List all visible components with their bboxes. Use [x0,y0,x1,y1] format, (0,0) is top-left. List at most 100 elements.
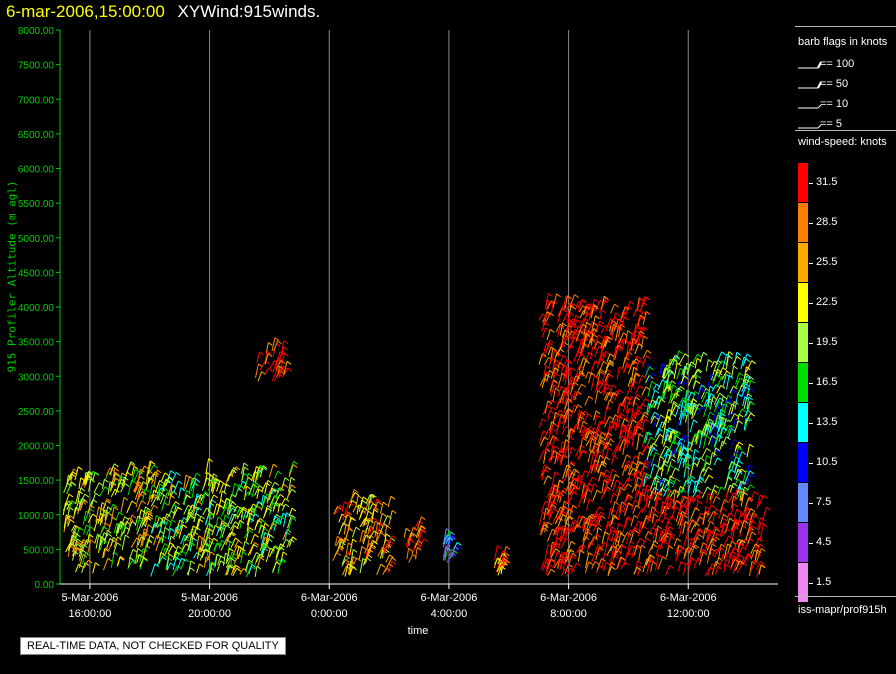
wind-barb-flag [644,296,650,301]
wind-barb [256,351,260,364]
wind-barb-flag [612,468,617,473]
wind-barb [213,553,218,568]
wind-barb [261,545,267,558]
wind-barb [631,483,637,493]
wind-barb [596,432,603,446]
wind-barb [250,534,256,545]
wind-barb-flag [238,484,244,489]
wind-barb [376,523,382,537]
wind-barb-flag [596,489,602,494]
wind-barb-flag [634,425,640,430]
wind-barb [275,488,279,500]
wind-barb-flag [228,565,233,569]
wind-barb-flag [562,556,568,560]
wind-barb [63,517,68,533]
wind-barb-flag [741,408,747,413]
wind-barb [69,531,75,546]
wind-barb-flag [740,512,746,516]
wind-barb-flag [720,486,726,491]
wind-barb-flag [90,526,95,530]
wind-barb-flag [639,333,644,338]
wind-barb-flag [277,470,283,475]
wind-barb [690,507,696,520]
wind-barb-flag [607,537,613,542]
wind-barb-flag [702,351,708,356]
wind-barb-flag [653,491,659,496]
wind-barb [643,484,648,502]
wind-barb-flag [597,523,602,527]
wind-barb-flag [263,547,268,551]
wind-barb [742,470,747,484]
wind-barb-series [538,293,653,515]
wind-barb-flag [663,537,668,542]
wind-barb [702,527,706,540]
wind-barb-flag [590,513,596,518]
wind-barb-flag [653,463,659,468]
wind-barb [136,519,140,531]
wind-barb [622,496,629,507]
wind-barb-flag [543,560,549,565]
wind-barb-flag [176,531,181,535]
wind-barb [544,400,549,414]
chart-header: 6-mar-2006,15:00:00 XYWind:915winds. [6,2,320,22]
wind-barb [726,411,733,421]
wind-barb [667,440,674,453]
wind-barb-flag [736,488,742,493]
wind-barb-flag [755,543,760,548]
wind-barb-flag [649,559,655,564]
wind-barb [191,531,195,541]
wind-barb [622,306,628,317]
wind-barb-flag [615,534,621,539]
wind-barb [384,533,387,544]
wind-barb-flag [584,327,589,332]
wind-barb [585,515,590,525]
wind-barb [151,471,156,484]
wind-barb [690,433,696,444]
wind-barb-flag [597,527,603,531]
wind-barb [540,500,546,513]
wind-barb [661,428,666,445]
wind-barb-flag [567,473,573,477]
wind-barb-flag [581,299,586,304]
wind-barb [625,408,630,421]
wind-barb [664,417,668,430]
wind-barb [718,427,724,442]
y-tick-label: 7500.00 [18,61,55,72]
legend-divider [795,26,896,27]
wind-barb [577,338,582,355]
wind-barb [236,546,240,556]
wind-barb [620,306,626,320]
wind-barb [192,500,199,514]
wind-barb [161,527,166,544]
wind-barb [614,544,618,557]
wind-barb [582,521,586,532]
wind-barb-flag [734,559,740,563]
wind-barb-flag [709,411,715,416]
wind-barb-flag [645,445,651,450]
wind-barb-flag [582,420,588,425]
wind-barb-flag [588,541,594,546]
wind-barb [63,514,67,529]
wind-barb-flag [551,406,557,411]
wind-barb-flag [615,322,620,327]
wind-barb-flag [156,535,161,539]
wind-barb [581,536,586,552]
wind-barb-flag [248,529,254,534]
wind-barb-flag [738,420,743,425]
wind-barb-flag [671,412,676,417]
wind-barb [556,398,561,410]
wind-barb [573,404,579,413]
wind-barb [720,418,725,431]
wind-barb [571,519,575,531]
wind-barb-flag [236,567,242,572]
wind-barb-flag [607,521,613,525]
wind-barb-flag [579,330,585,335]
wind-barb [592,523,598,532]
wind-barb [564,398,569,410]
wind-barb-flag [680,561,686,565]
wind-barb [713,435,719,448]
wind-barb [636,482,642,497]
wind-barb-flag [601,463,607,468]
wind-barb-flag [723,403,728,408]
wind-barb-flag [692,374,698,379]
